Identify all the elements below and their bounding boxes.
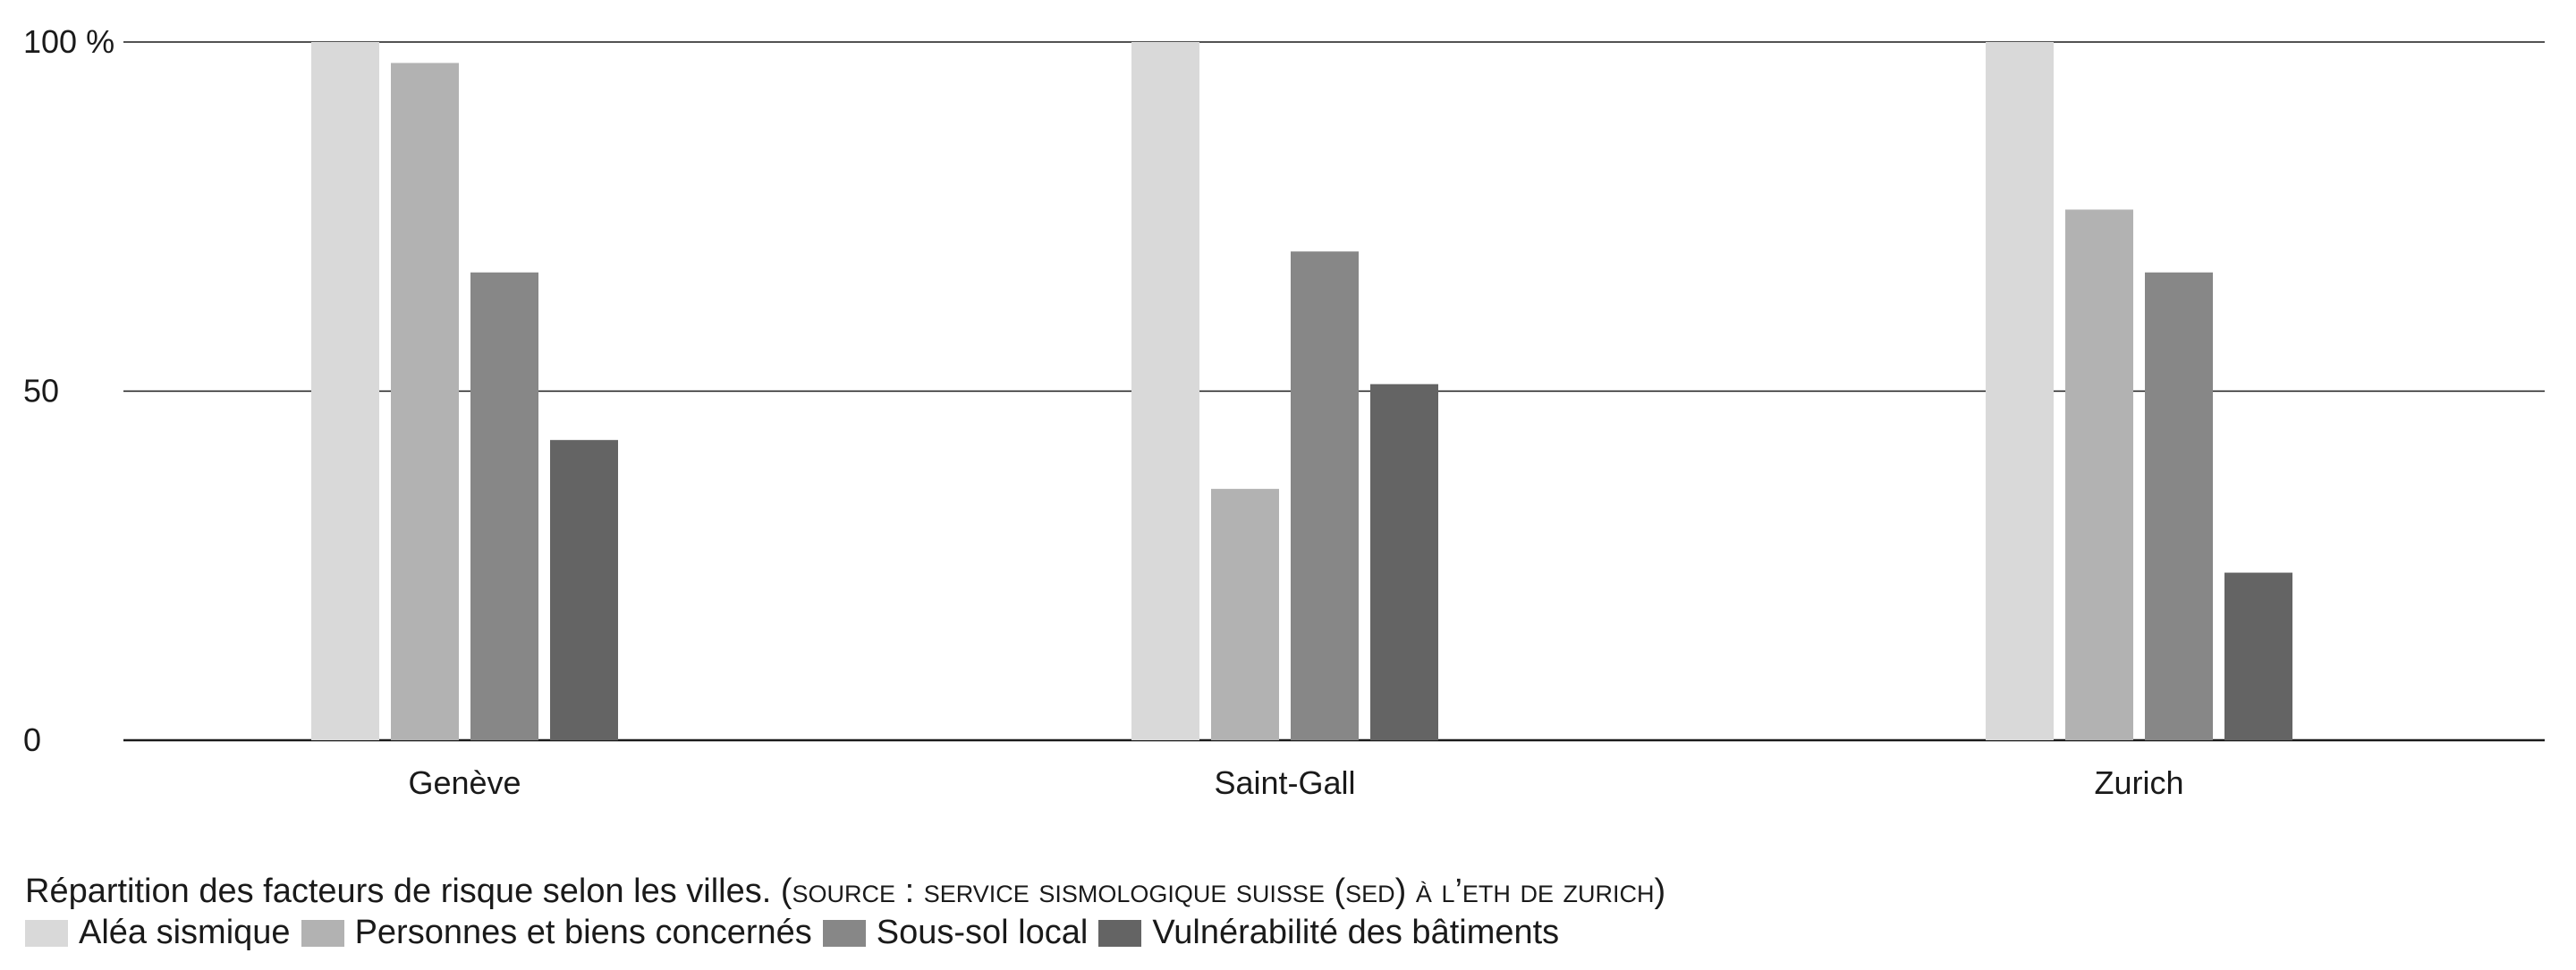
bar [2145, 272, 2213, 741]
y-tick-label: 50 [23, 373, 59, 409]
category-label: Zurich [2094, 764, 2183, 801]
legend-item: Personnes et biens concernés [301, 914, 812, 952]
category-label: Genève [408, 764, 521, 801]
legend-swatch [822, 919, 866, 947]
bar [391, 63, 459, 741]
caption-main: Répartition des facteurs de risque selon… [25, 873, 772, 910]
bar [550, 440, 618, 740]
bar [311, 42, 379, 740]
legend-swatch [25, 919, 68, 947]
bar [1370, 384, 1438, 740]
y-tick-labels: 0 50 100 % [23, 23, 114, 758]
legend-label: Sous-sol local [876, 914, 1089, 951]
legend-label: Vulnérabilité des bâtiments [1152, 914, 1560, 951]
category-labels: Genève Saint-Gall Zurich [408, 764, 2183, 801]
bar [470, 272, 538, 741]
bar [2224, 572, 2292, 740]
bar [1211, 488, 1279, 740]
bars [311, 42, 2292, 741]
caption-source: (source : service sismologique suisse (s… [780, 873, 1666, 910]
y-tick-label: 0 [23, 721, 41, 758]
y-tick-label: 100 % [23, 23, 114, 60]
legend-label: Personnes et biens concernés [354, 914, 812, 951]
category-label: Saint-Gall [1214, 764, 1355, 801]
legend-item: Vulnérabilité des bâtiments [1098, 914, 1559, 952]
bar [2065, 209, 2133, 740]
bar [1131, 42, 1199, 740]
legend-item: Aléa sismique [25, 914, 291, 952]
legend: Aléa sismique Personnes et biens concerné… [25, 914, 1570, 952]
bar [1291, 251, 1359, 740]
chart-caption: Répartition des facteurs de risque selon… [25, 873, 1665, 911]
bar [1986, 42, 2054, 740]
bar-chart: 0 50 100 % Genève Saint-Gall Zurich [23, 23, 2545, 801]
legend-item: Sous-sol local [822, 914, 1089, 952]
legend-label: Aléa sismique [79, 914, 291, 951]
legend-swatch [1098, 919, 1142, 947]
legend-swatch [301, 919, 344, 947]
